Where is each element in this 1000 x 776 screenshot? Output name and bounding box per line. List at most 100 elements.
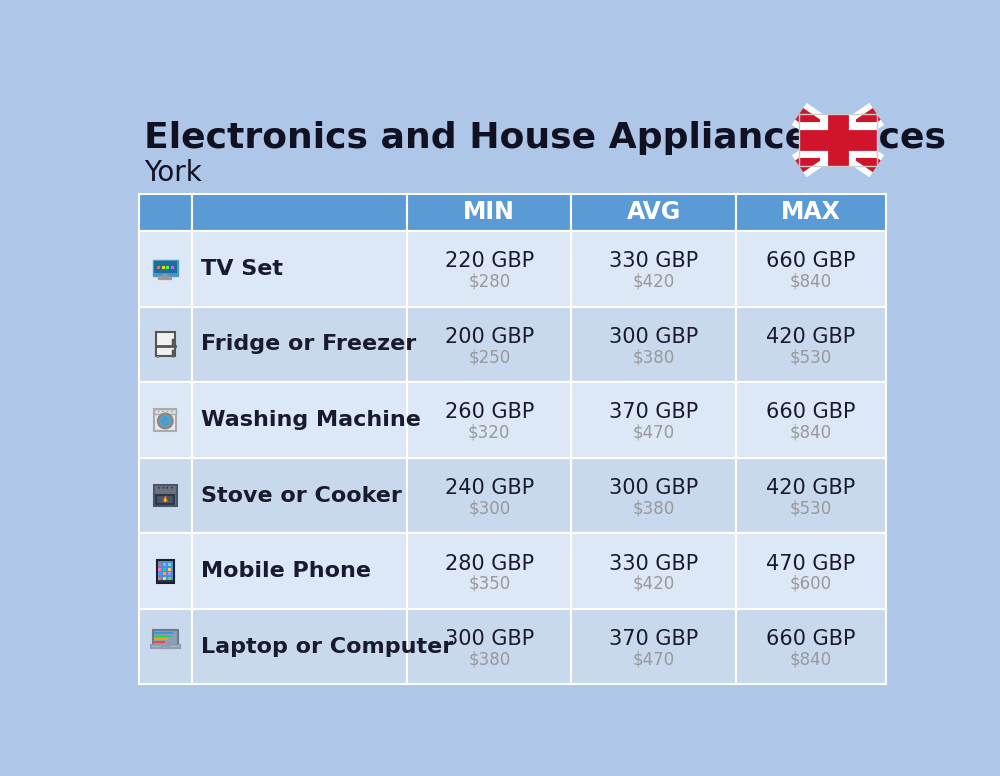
Text: $470: $470 [632, 424, 675, 442]
Text: 660 GBP: 660 GBP [766, 251, 856, 271]
Circle shape [171, 411, 173, 412]
Text: Washing Machine: Washing Machine [201, 410, 421, 430]
Bar [154, 485, 177, 506]
Text: $420: $420 [632, 272, 675, 290]
Bar [571, 458, 736, 533]
Text: 470 GBP: 470 GBP [766, 553, 856, 573]
Text: AVG: AVG [626, 200, 681, 224]
Bar [407, 307, 571, 382]
Text: 240 GBP: 240 GBP [445, 478, 534, 498]
Bar [139, 458, 192, 533]
Bar [192, 194, 407, 231]
Bar [158, 563, 161, 566]
Bar [407, 458, 571, 533]
Bar [171, 265, 174, 268]
Text: TV Set: TV Set [201, 258, 283, 279]
Bar [571, 194, 736, 231]
Text: $840: $840 [790, 424, 832, 442]
Circle shape [171, 487, 173, 489]
Bar [407, 382, 571, 458]
Bar [157, 559, 174, 583]
Text: 330 GBP: 330 GBP [609, 553, 698, 573]
Bar [736, 609, 886, 684]
Text: 370 GBP: 370 GBP [609, 629, 698, 650]
Text: Electronics and House Appliance Prices: Electronics and House Appliance Prices [144, 121, 946, 155]
Polygon shape [164, 497, 166, 501]
Text: $530: $530 [790, 500, 832, 518]
Text: 260 GBP: 260 GBP [445, 403, 534, 422]
Bar [154, 635, 171, 637]
Bar [168, 563, 171, 566]
Bar [139, 307, 192, 382]
Bar [153, 260, 178, 275]
Text: MIN: MIN [463, 200, 515, 224]
Bar [192, 458, 407, 533]
Bar [172, 356, 174, 358]
Text: $420: $420 [632, 575, 675, 593]
Text: 220 GBP: 220 GBP [445, 251, 534, 271]
Text: 420 GBP: 420 GBP [766, 327, 856, 347]
Bar [407, 533, 571, 609]
Bar [192, 382, 407, 458]
Text: 660 GBP: 660 GBP [766, 403, 856, 422]
Bar [736, 533, 886, 609]
Text: 200 GBP: 200 GBP [445, 327, 534, 347]
Text: $600: $600 [790, 575, 832, 593]
Bar [571, 609, 736, 684]
Bar [192, 533, 407, 609]
Bar [163, 577, 166, 580]
Text: 300 GBP: 300 GBP [445, 629, 534, 650]
Bar [407, 194, 571, 231]
Bar [163, 568, 166, 571]
Circle shape [158, 414, 172, 428]
Text: $840: $840 [790, 272, 832, 290]
Bar [157, 265, 160, 268]
Text: Fridge or Freezer: Fridge or Freezer [201, 334, 416, 355]
Bar [139, 194, 192, 231]
Bar [139, 231, 192, 307]
Bar [151, 645, 180, 649]
Circle shape [166, 487, 168, 489]
Bar [139, 609, 192, 684]
Bar [162, 265, 165, 268]
Bar [192, 609, 407, 684]
Bar [736, 194, 886, 231]
Text: $840: $840 [790, 650, 832, 669]
Bar [158, 561, 173, 580]
Bar [571, 231, 736, 307]
Bar [153, 630, 178, 645]
Text: $380: $380 [468, 650, 510, 669]
Circle shape [167, 411, 168, 412]
Text: $530: $530 [790, 348, 832, 366]
Text: $470: $470 [632, 650, 675, 669]
Bar [799, 114, 877, 166]
Bar [156, 494, 174, 504]
Circle shape [158, 487, 160, 489]
Bar [158, 577, 161, 580]
Text: York: York [144, 159, 202, 187]
Bar [139, 382, 192, 458]
Bar [799, 114, 877, 166]
Text: Mobile Phone: Mobile Phone [201, 561, 371, 581]
Bar [157, 356, 159, 358]
Text: 280 GBP: 280 GBP [445, 553, 534, 573]
Text: $380: $380 [632, 348, 675, 366]
Bar [407, 609, 571, 684]
Bar [736, 382, 886, 458]
Bar [168, 568, 171, 571]
Circle shape [163, 487, 164, 489]
Bar [139, 533, 192, 609]
Bar [192, 307, 407, 382]
Bar [166, 265, 169, 268]
Text: $250: $250 [468, 348, 510, 366]
Text: Stove or Cooker: Stove or Cooker [201, 486, 402, 505]
Bar [154, 262, 177, 273]
Bar [736, 307, 886, 382]
Text: $280: $280 [468, 272, 510, 290]
Text: $300: $300 [468, 500, 510, 518]
Bar [163, 573, 166, 576]
Bar [407, 231, 571, 307]
Bar [154, 409, 176, 431]
Text: 300 GBP: 300 GBP [609, 478, 698, 498]
Bar [154, 638, 168, 640]
